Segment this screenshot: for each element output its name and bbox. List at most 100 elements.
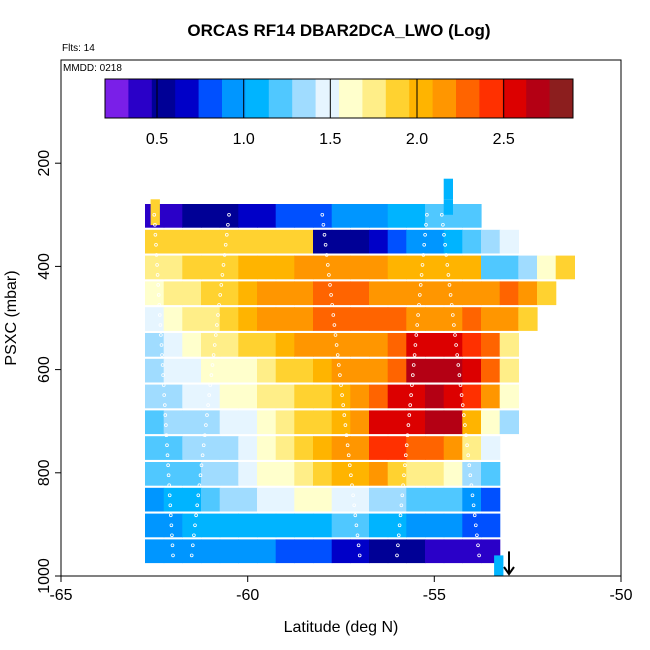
heatmap-cell bbox=[406, 462, 426, 486]
heatmap-cell bbox=[257, 410, 277, 435]
heatmap-cell bbox=[387, 229, 407, 254]
profile-point bbox=[158, 323, 163, 327]
profile-point bbox=[346, 453, 351, 458]
colorbar-segment bbox=[292, 79, 317, 118]
profile-point bbox=[444, 253, 449, 257]
heatmap-cell bbox=[182, 255, 202, 280]
heatmap-cell bbox=[182, 487, 202, 512]
heatmap-cell bbox=[145, 462, 165, 486]
y-tick-label: 1000 bbox=[36, 558, 53, 594]
profile-point bbox=[191, 543, 195, 548]
profile-point bbox=[447, 283, 452, 287]
profile-point bbox=[225, 233, 229, 237]
heatmap-cell bbox=[163, 255, 183, 280]
profile-point bbox=[472, 513, 477, 518]
heatmap-cell bbox=[257, 487, 277, 512]
profile-point bbox=[471, 503, 476, 508]
profile-point bbox=[156, 283, 161, 287]
profile-point bbox=[343, 423, 348, 427]
colorbar-segment bbox=[198, 79, 223, 118]
profile-point bbox=[196, 493, 201, 498]
colorbar-segment bbox=[409, 79, 434, 118]
heatmap-cell bbox=[313, 255, 333, 280]
heatmap-cell bbox=[406, 513, 426, 538]
heatmap-cell bbox=[219, 462, 239, 486]
heatmap-cell bbox=[350, 307, 370, 331]
heatmap-cell bbox=[331, 513, 351, 538]
heatmap-cell bbox=[481, 307, 501, 331]
profile-point bbox=[473, 523, 478, 528]
profile-point bbox=[417, 303, 421, 307]
profile-point bbox=[401, 483, 405, 488]
profile-point bbox=[165, 443, 169, 448]
profile-point bbox=[168, 503, 173, 508]
profile-point bbox=[420, 263, 425, 267]
profile-point bbox=[339, 383, 343, 387]
colorbar-segment bbox=[105, 79, 129, 118]
profile-point bbox=[336, 363, 341, 367]
heatmap-cell bbox=[369, 307, 389, 331]
profile-point bbox=[356, 543, 361, 548]
profile-point bbox=[159, 343, 164, 347]
heatmap-cell bbox=[331, 281, 351, 306]
profile-point bbox=[412, 353, 417, 357]
heatmap-cell bbox=[275, 204, 295, 228]
heatmap-cell bbox=[294, 487, 314, 512]
heatmap-cell bbox=[145, 229, 165, 254]
heatmap-cell bbox=[275, 255, 295, 280]
profile-point bbox=[410, 383, 414, 387]
profile-point bbox=[204, 423, 208, 427]
heatmap-cell bbox=[462, 436, 482, 460]
heatmap-cell bbox=[443, 384, 463, 409]
heatmap-cell bbox=[425, 462, 445, 486]
heatmap-cell bbox=[331, 539, 351, 564]
heatmap-cell bbox=[481, 462, 501, 486]
heatmap-cell bbox=[238, 513, 258, 538]
y-axis: 200 400 600 800 1000 bbox=[36, 150, 61, 594]
heatmap-cell bbox=[499, 333, 519, 357]
colorbar-tick-label: 1.0 bbox=[233, 131, 255, 148]
colorbar-segment bbox=[432, 79, 457, 118]
heatmap-cell bbox=[481, 358, 501, 383]
colorbar-segment bbox=[151, 79, 176, 118]
profile-point bbox=[355, 533, 360, 538]
heatmap-cell bbox=[313, 384, 333, 409]
heatmap-cell bbox=[443, 358, 463, 383]
heatmap-cell bbox=[443, 539, 463, 564]
heatmap-cell bbox=[313, 358, 333, 383]
heatmap-cell bbox=[313, 462, 333, 486]
profile-point bbox=[422, 243, 427, 247]
heatmap-cell bbox=[462, 513, 482, 538]
heatmap-cell bbox=[201, 333, 221, 357]
heatmap-cell bbox=[331, 487, 351, 512]
profile-point bbox=[328, 283, 332, 287]
heatmap-cell bbox=[238, 487, 258, 512]
profile-point bbox=[338, 373, 342, 377]
profile-point bbox=[425, 213, 429, 217]
profile-point bbox=[404, 443, 409, 448]
profile-point bbox=[325, 263, 330, 267]
heatmap-cell bbox=[406, 436, 426, 460]
plot-area bbox=[60, 59, 622, 577]
profile-point bbox=[452, 323, 456, 327]
colorbar-segments bbox=[105, 79, 574, 118]
profile-point bbox=[456, 363, 461, 367]
heatmap-cell bbox=[518, 255, 538, 280]
heatmap-cell bbox=[145, 358, 165, 383]
colorbar-tick-label: 2.5 bbox=[493, 131, 515, 148]
heatmap-cell bbox=[331, 229, 351, 254]
heatmap-cell bbox=[406, 410, 426, 435]
heatmap-cell bbox=[182, 358, 202, 383]
heatmap-cell bbox=[387, 384, 407, 409]
profile-point bbox=[347, 463, 352, 468]
heatmap-cell bbox=[369, 229, 389, 254]
heatmap-cell bbox=[163, 281, 183, 306]
profile-point bbox=[194, 513, 198, 518]
profile-point bbox=[201, 443, 206, 448]
colorbar-frame bbox=[104, 78, 574, 119]
heatmap-cell bbox=[219, 384, 239, 409]
heatmap-cell bbox=[238, 307, 258, 331]
profile-point bbox=[470, 493, 475, 498]
heatmap-cell bbox=[369, 487, 389, 512]
heatmap-cell bbox=[145, 513, 165, 538]
